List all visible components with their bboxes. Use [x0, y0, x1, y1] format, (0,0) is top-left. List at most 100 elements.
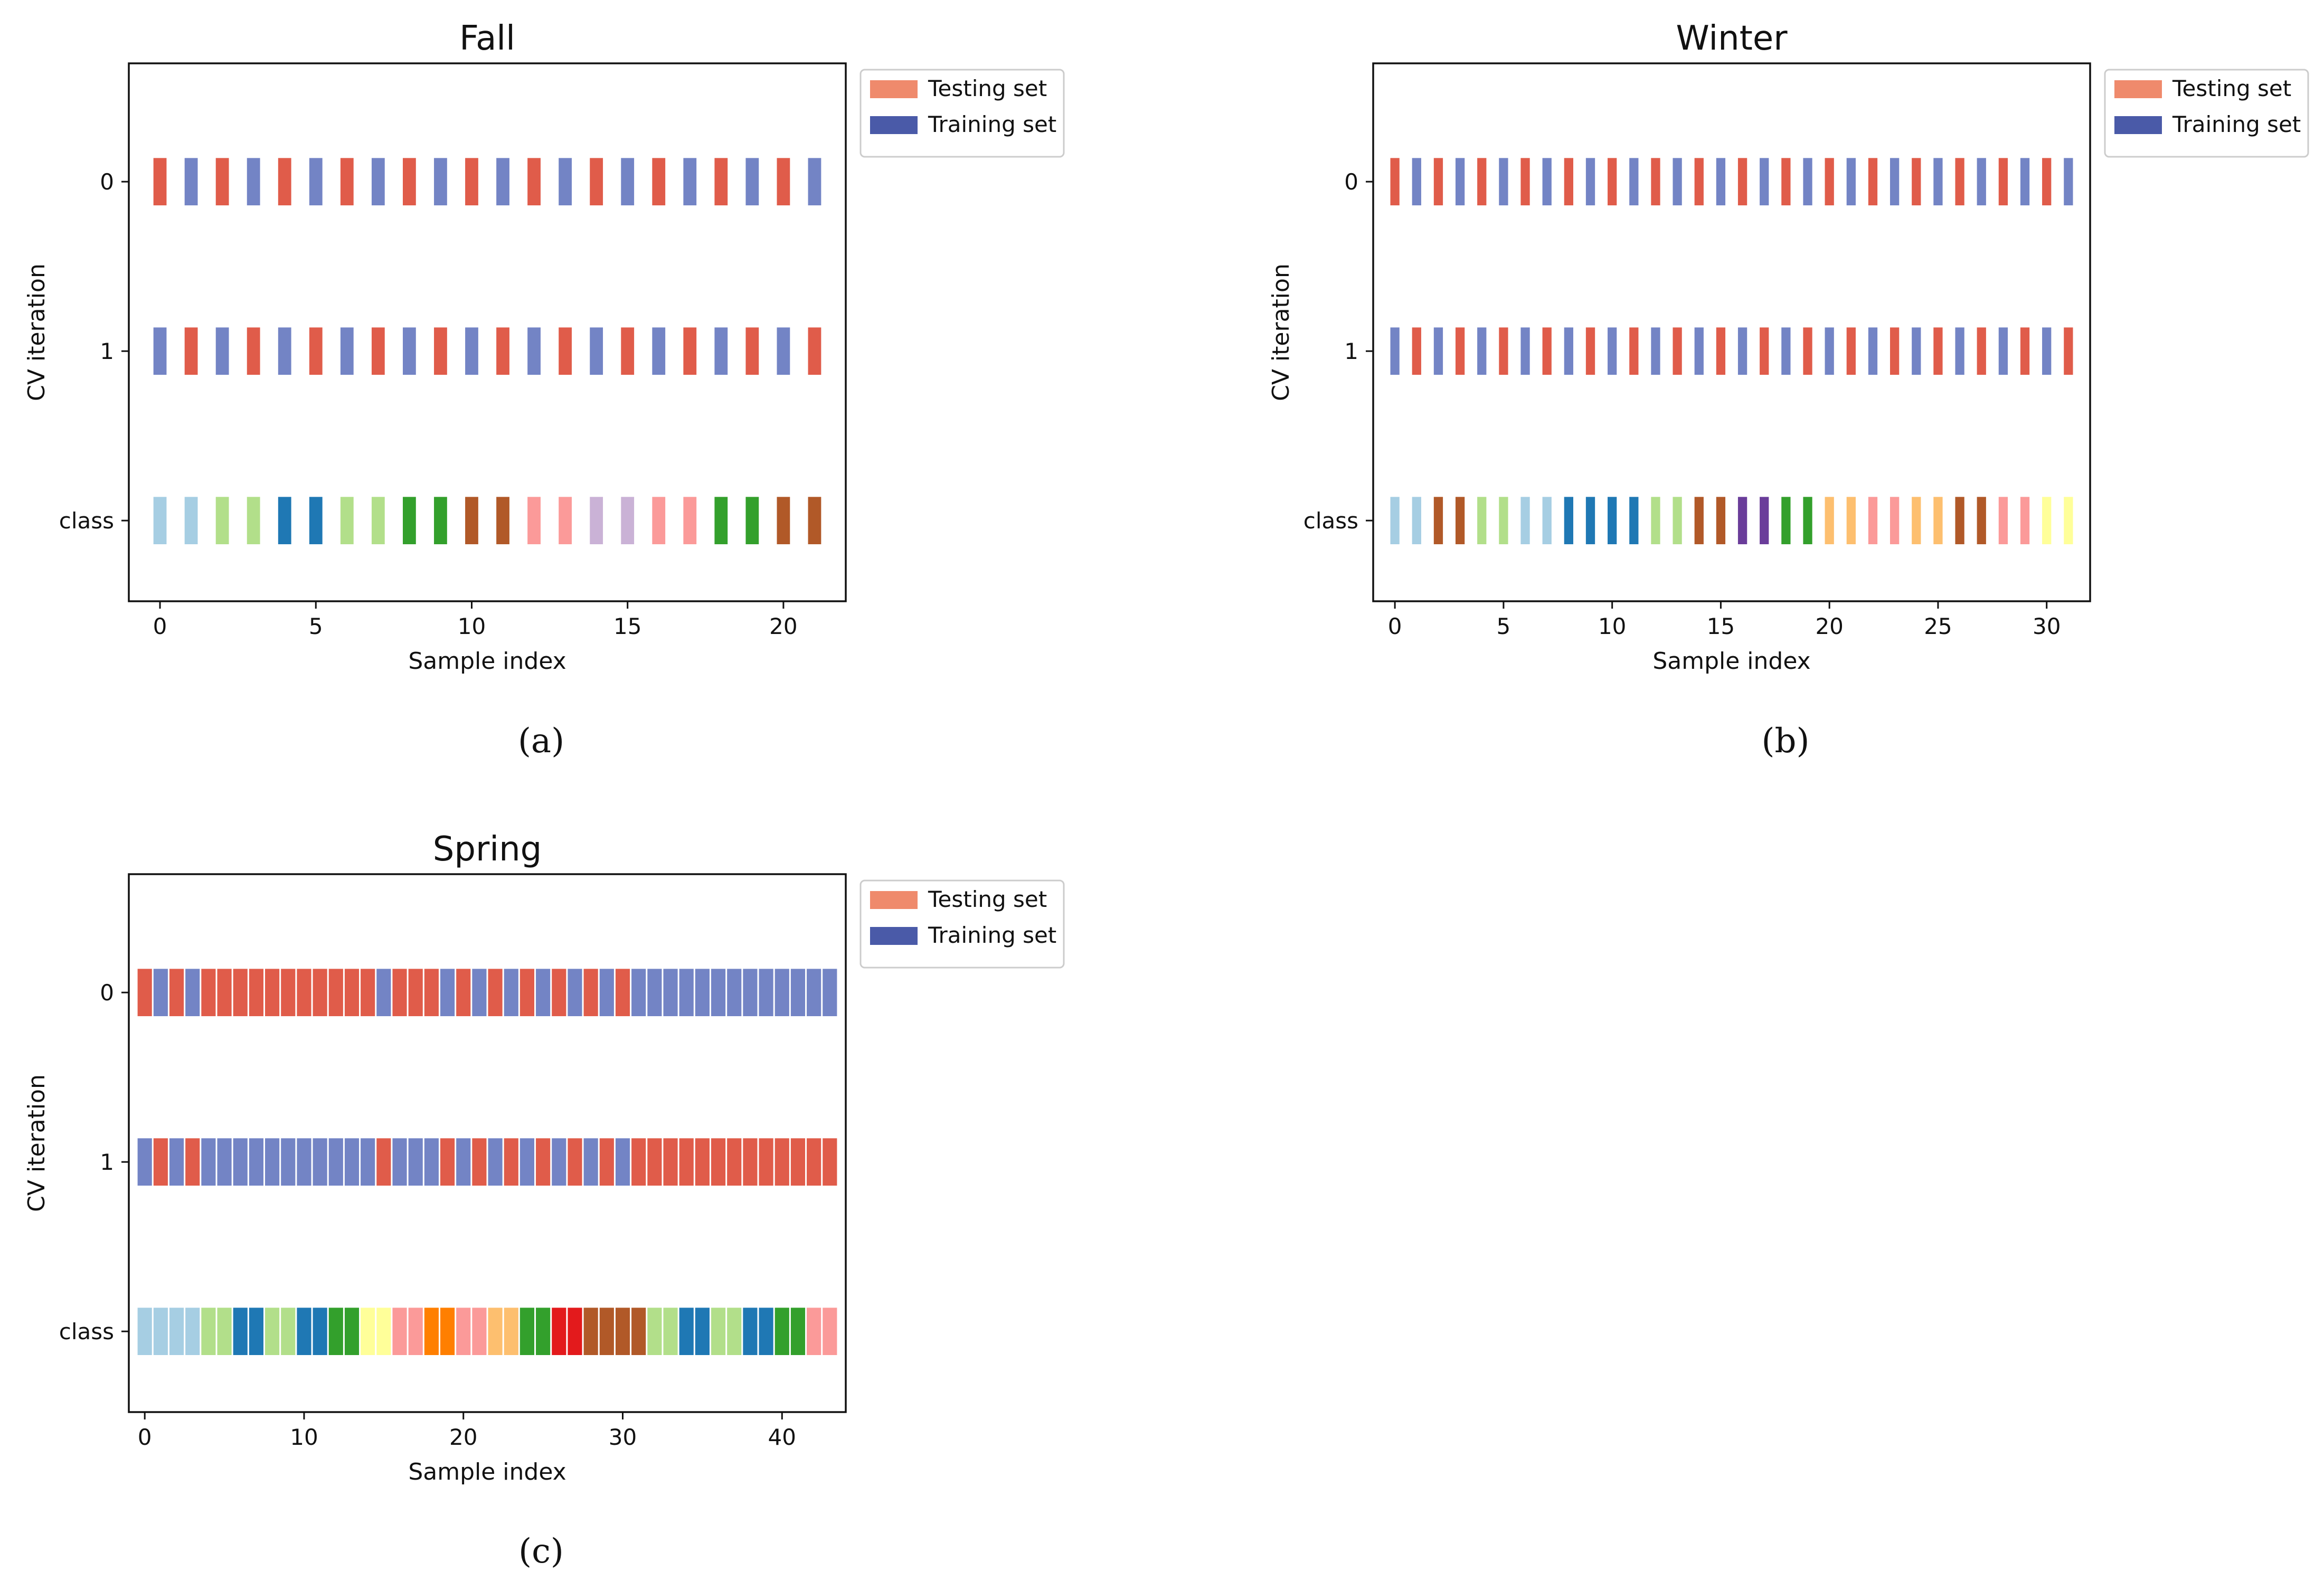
spring-iteration-0-bar-0	[137, 969, 152, 1017]
spring-iteration-1-bar-24	[519, 1138, 535, 1186]
winter-iteration-1-bar-23	[1890, 327, 1900, 375]
spring-xtick-label-2: 20	[449, 1424, 477, 1450]
spring-class-bar-34	[679, 1308, 694, 1355]
winter-title: Winter	[1676, 19, 1788, 58]
fall-caption: (a)	[518, 722, 564, 761]
spring-legend: Testing set Training set	[859, 879, 1065, 969]
spring-iteration-1-bar-23	[504, 1138, 518, 1186]
winter-iteration-1-bar-10	[1608, 327, 1617, 375]
fall-class-bar-7	[371, 497, 385, 544]
winter-iteration-0-bar-28	[1998, 158, 2008, 206]
spring-iteration-0-bar-10	[297, 969, 311, 1017]
winter-class-bar-20	[1825, 497, 1834, 544]
fall-iteration-0-bar-21	[808, 158, 821, 206]
spring-iteration-1-bar-39	[759, 1138, 773, 1186]
spring-iteration-1-bar-5	[217, 1138, 232, 1186]
fall-iteration-0-bar-15	[621, 158, 635, 206]
winter-legend: Testing set Training set	[2104, 69, 2309, 158]
spring-class-bar-33	[663, 1308, 678, 1355]
spring-class-bar-2	[169, 1308, 184, 1355]
spring-iteration-1-bar-6	[233, 1138, 248, 1186]
spring-iteration-1-bar-26	[552, 1138, 566, 1186]
spring-class-bar-37	[727, 1308, 742, 1355]
winter-iteration-1-bar-15	[1716, 327, 1726, 375]
fall-class-bar-21	[808, 497, 821, 544]
spring-iteration-1-bar-37	[727, 1138, 742, 1186]
winter-iteration-0-bar-31	[2064, 158, 2073, 206]
winter-iteration-0-bar-18	[1781, 158, 1791, 206]
winter-iteration-1-bar-14	[1694, 327, 1704, 375]
spring-iteration-1-bar-2	[169, 1138, 184, 1186]
winter-iteration-0-bar-9	[1585, 158, 1595, 206]
winter-iteration-1-bar-22	[1868, 327, 1878, 375]
spring-iteration-1-bar-13	[344, 1138, 360, 1186]
spring-xtick-label-0: 0	[138, 1424, 152, 1450]
spring-iteration-0-bar-2	[169, 969, 184, 1017]
fall-class-bar-14	[590, 497, 603, 544]
winter-class-bar-24	[1912, 497, 1921, 544]
winter-xtick-label-1: 5	[1497, 613, 1511, 639]
winter-iteration-0-bar-1	[1412, 158, 1421, 206]
winter-xtick-label-2: 10	[1598, 613, 1626, 639]
spring-class-bar-14	[361, 1308, 375, 1355]
winter-iteration-0-bar-14	[1694, 158, 1704, 206]
fall-ylabel: CV iteration	[23, 263, 50, 401]
fall-class-bar-13	[559, 497, 572, 544]
winter-class-bar-13	[1673, 497, 1682, 544]
spring-iteration-0-bar-16	[392, 969, 407, 1017]
spring-class-bar-3	[185, 1308, 200, 1355]
spring-iteration-0-bar-17	[408, 969, 423, 1017]
winter-class-bar-9	[1585, 497, 1595, 544]
fall-iteration-0-bar-0	[153, 158, 167, 206]
spring-class-bar-26	[552, 1308, 566, 1355]
winter-iteration-0-bar-30	[2042, 158, 2052, 206]
winter-iteration-0-bar-16	[1737, 158, 1747, 206]
fall-class-bar-8	[402, 497, 416, 544]
spring-iteration-1-bar-34	[679, 1138, 694, 1186]
fall-iteration-1-bar-14	[590, 327, 603, 375]
winter-iteration-1-bar-18	[1781, 327, 1791, 375]
spring-iteration-1-bar-28	[583, 1138, 598, 1186]
spring-class-bar-6	[233, 1308, 248, 1355]
fall-panel: Fall 0 1 class 0 5 10 15 20 Sample index CV iterat…	[23, 19, 1065, 761]
fall-iteration-1-bar-7	[371, 327, 385, 375]
spring-iteration-0-bar-25	[536, 969, 551, 1017]
spring-class-bar-38	[743, 1308, 758, 1355]
fall-xtick-label-2: 10	[458, 613, 486, 639]
spring-iteration-1-bar-33	[663, 1138, 678, 1186]
fall-iteration-1-bar-16	[652, 327, 666, 375]
spring-iteration-1-bar-7	[249, 1138, 264, 1186]
fall-title: Fall	[459, 19, 515, 58]
winter-iteration-0-bar-19	[1803, 158, 1812, 206]
fall-iteration-0-bar-1	[184, 158, 198, 206]
winter-xtick-label-0: 0	[1388, 613, 1402, 639]
spring-class-bar-12	[328, 1308, 343, 1355]
winter-iteration-1-bar-29	[2020, 327, 2030, 375]
winter-class-bar-18	[1781, 497, 1791, 544]
winter-iteration-1-bar-1	[1412, 327, 1421, 375]
winter-class-bar-26	[1955, 497, 1964, 544]
spring-iteration-1-bar-21	[472, 1138, 487, 1186]
winter-class-bar-11	[1629, 497, 1639, 544]
spring-iteration-1-bar-15	[376, 1138, 391, 1186]
winter-iteration-0-bar-4	[1477, 158, 1487, 206]
fall-iteration-0-bar-5	[309, 158, 323, 206]
fall-iteration-0-bar-19	[745, 158, 759, 206]
winter-legend-swatch-0	[2114, 80, 2162, 98]
winter-iteration-0-bar-21	[1846, 158, 1856, 206]
winter-xlabel: Sample index	[1652, 648, 1810, 675]
winter-xtick-label-4: 20	[1815, 613, 1843, 639]
fall-iteration-0-bar-16	[652, 158, 666, 206]
winter-ytick-label-1: 1	[1344, 338, 1358, 364]
fall-class-bar-10	[465, 497, 478, 544]
fall-iteration-1-bar-9	[434, 327, 447, 375]
winter-iteration-0-bar-11	[1629, 158, 1639, 206]
spring-legend-label-0: Testing set	[928, 886, 1047, 912]
winter-iteration-0-bar-25	[1933, 158, 1943, 206]
spring-iteration-0-bar-23	[504, 969, 518, 1017]
spring-iteration-1-bar-12	[328, 1138, 343, 1186]
winter-legend-label-1: Training set	[2172, 111, 2301, 137]
spring-class-bar-0	[137, 1308, 152, 1355]
spring-legend-swatch-0	[870, 891, 918, 909]
fall-legend-swatch-1	[870, 116, 918, 134]
